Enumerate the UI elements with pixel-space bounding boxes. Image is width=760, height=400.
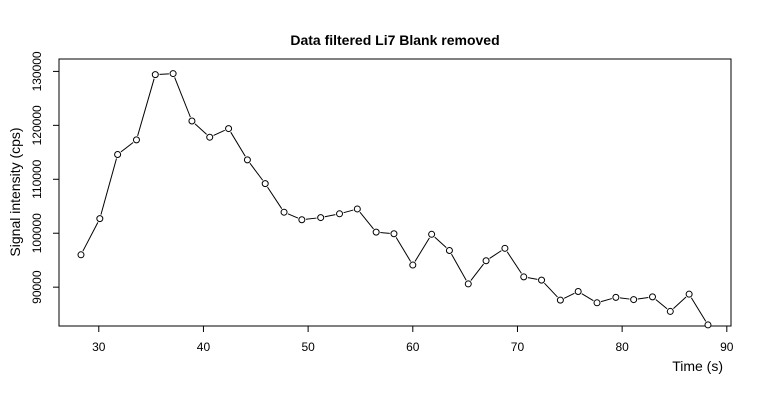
series-segment	[174, 77, 191, 118]
series-segment	[359, 211, 374, 230]
data-point	[132, 136, 140, 144]
data-point	[612, 293, 620, 301]
series-segment	[213, 129, 225, 136]
series-segment	[655, 299, 668, 310]
y-tick-label: 100000	[30, 213, 44, 253]
series-segment	[673, 296, 687, 309]
series-segment	[343, 209, 354, 214]
plot-frame	[58, 58, 732, 327]
series-segment	[470, 263, 484, 281]
series-segment	[249, 162, 264, 181]
series-segment	[434, 236, 447, 249]
data-point	[353, 205, 361, 213]
data-point	[685, 290, 693, 298]
data-point	[206, 133, 214, 141]
series-segment	[324, 214, 336, 218]
series-segment	[600, 298, 612, 303]
data-point	[464, 280, 472, 288]
data-point	[428, 230, 436, 238]
x-tick-label: 50	[301, 340, 315, 354]
data-point	[169, 70, 177, 78]
data-point	[317, 214, 325, 222]
data-point	[648, 293, 656, 301]
series-segment	[637, 296, 649, 300]
data-point	[243, 156, 251, 164]
y-tick-label: 90000	[30, 270, 44, 304]
x-tick-label: 90	[720, 340, 734, 354]
series-segment	[120, 142, 134, 153]
series-segment	[619, 297, 630, 300]
data-point	[114, 150, 122, 158]
y-axis: 90000 100000 110000 120000 130000	[30, 51, 59, 304]
series-segment	[414, 237, 430, 262]
y-axis-label: Signal intensity (cps)	[7, 127, 23, 256]
chart-title: Data filtered Li7 Blank removed	[290, 32, 499, 48]
data-point	[261, 180, 269, 188]
y-tick-label: 110000	[30, 159, 44, 198]
data-point	[574, 287, 582, 295]
data-point	[77, 251, 85, 259]
data-series	[77, 70, 712, 329]
x-axis: 30 40 50 60 70 80 90	[92, 326, 734, 354]
data-point	[556, 296, 564, 304]
series-segment	[527, 277, 538, 280]
series-segment	[506, 251, 522, 274]
data-point	[96, 215, 104, 223]
data-point	[666, 307, 674, 315]
data-point	[501, 244, 509, 252]
x-tick-label: 70	[511, 340, 525, 354]
data-point	[372, 228, 380, 236]
series-segment	[395, 237, 412, 262]
data-point	[336, 210, 344, 218]
data-point	[225, 125, 233, 133]
series-segment	[380, 232, 390, 234]
series-segment	[451, 253, 467, 281]
series-segment	[305, 217, 317, 220]
series-segment	[690, 297, 707, 322]
data-point	[298, 216, 306, 224]
series-segment	[563, 292, 575, 299]
series-segment	[230, 131, 246, 157]
x-tick-label: 80	[615, 340, 629, 354]
x-axis-label: Time (s)	[672, 358, 723, 374]
data-point	[482, 257, 490, 265]
data-point	[593, 299, 601, 307]
series-segment	[82, 222, 99, 252]
data-point	[520, 273, 528, 281]
data-point	[630, 296, 638, 304]
data-point	[409, 261, 417, 269]
series-segment	[489, 250, 502, 259]
data-point	[538, 276, 546, 284]
data-point	[390, 230, 398, 238]
x-tick-label: 60	[406, 340, 420, 354]
data-point	[704, 321, 712, 329]
series-segment	[544, 282, 558, 298]
x-tick-label: 30	[92, 340, 106, 354]
data-point	[188, 117, 196, 125]
data-point	[151, 71, 159, 79]
series-segment	[100, 158, 117, 215]
series-segment	[194, 123, 207, 135]
data-point	[445, 246, 453, 254]
x-tick-label: 40	[197, 340, 211, 354]
y-tick-label: 130000	[30, 51, 44, 91]
series-segment	[267, 186, 283, 209]
data-point	[280, 208, 288, 216]
series-segment	[159, 73, 169, 75]
series-segment	[137, 78, 155, 137]
series-segment	[287, 213, 299, 219]
series-segment	[581, 293, 594, 302]
y-tick-label: 120000	[30, 105, 44, 145]
